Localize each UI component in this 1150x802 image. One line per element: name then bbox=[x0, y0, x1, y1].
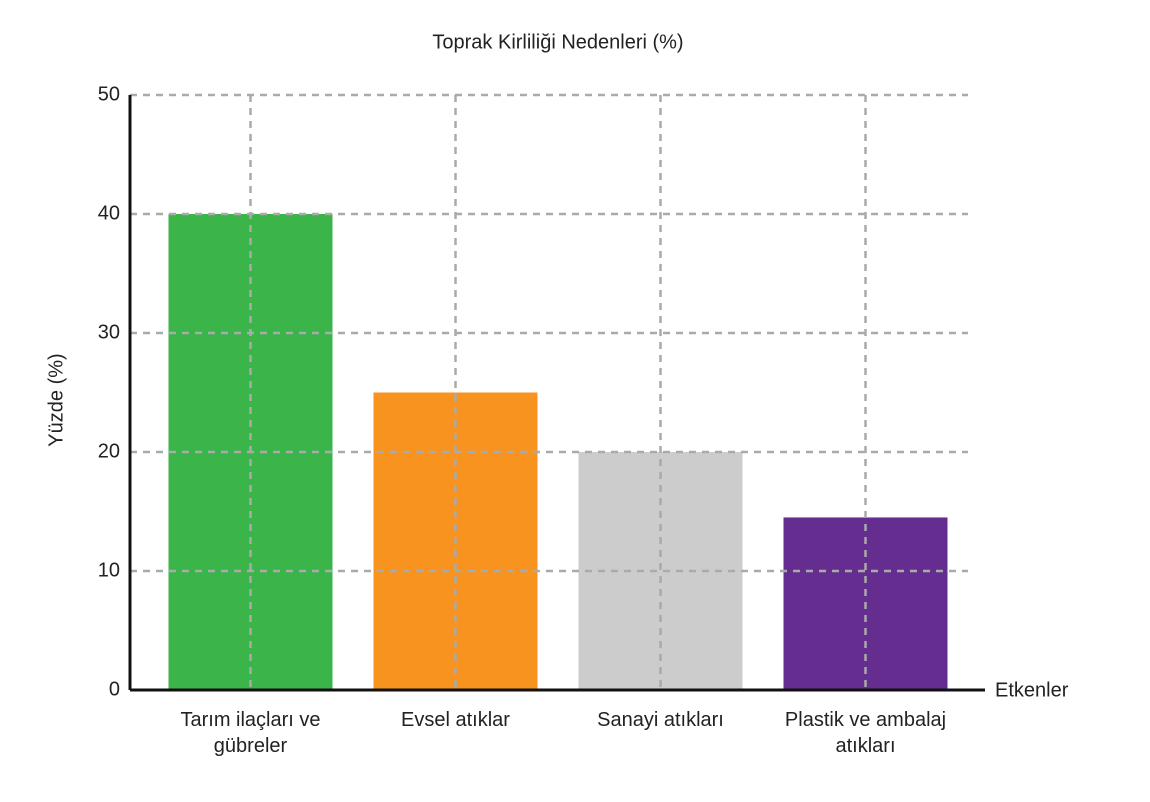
x-tick-label: Evsel atıklar bbox=[401, 709, 510, 731]
y-tick-label: 30 bbox=[98, 321, 120, 343]
chart-title: Toprak Kirliliği Nedenleri (%) bbox=[432, 31, 683, 53]
y-tick-label: 20 bbox=[98, 440, 120, 462]
x-tick-label: Tarım ilaçları ve gübreler bbox=[180, 709, 321, 757]
y-tick-label: 50 bbox=[98, 83, 120, 105]
y-axis-label: Yüzde (%) bbox=[45, 353, 67, 446]
y-tick-label: 10 bbox=[98, 559, 120, 581]
y-tick-label: 0 bbox=[109, 678, 120, 700]
x-tick-label: Plastik ve ambalaj atıkları bbox=[784, 709, 947, 757]
x-axis-label: Etkenler bbox=[995, 679, 1069, 701]
x-tick-label: Sanayi atıkları bbox=[597, 709, 724, 731]
y-tick-label: 40 bbox=[98, 202, 120, 224]
